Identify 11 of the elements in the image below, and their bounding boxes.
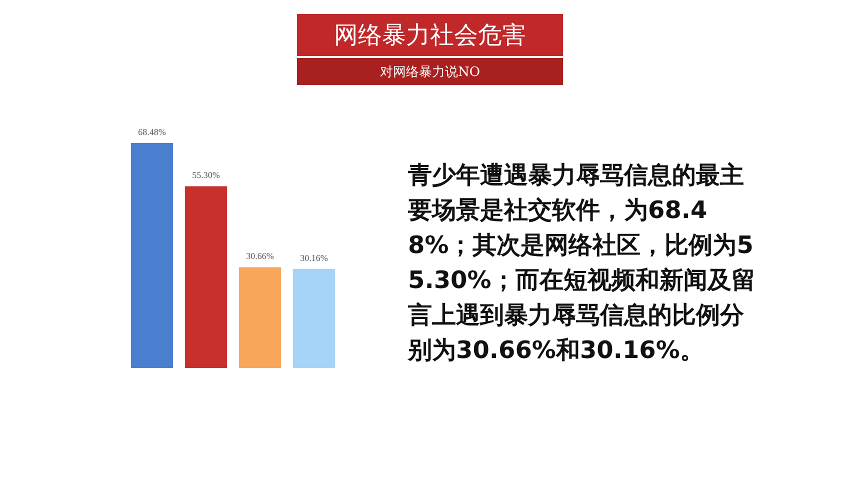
bar xyxy=(184,186,228,368)
text: 网络暴力社会危害 xyxy=(297,14,563,56)
bar xyxy=(130,142,174,368)
data-label: 55.30% xyxy=(192,170,220,180)
data-label: 68.48% xyxy=(138,126,166,137)
bar xyxy=(238,267,282,368)
data-label: 30.66% xyxy=(246,251,274,262)
text: 青少年遭遇暴力辱骂信息的最主要场景是社交软件，为68.48%；其次是网络社区，比例为55.30%；而在短视频和新闻及留言上遇到暴力辱骂信息的比例分别为30.66%和30.16%。 xyxy=(408,160,756,366)
data-label: 30.16% xyxy=(300,252,328,263)
text: 对网络暴力说NO xyxy=(297,58,563,85)
bar xyxy=(292,268,336,368)
